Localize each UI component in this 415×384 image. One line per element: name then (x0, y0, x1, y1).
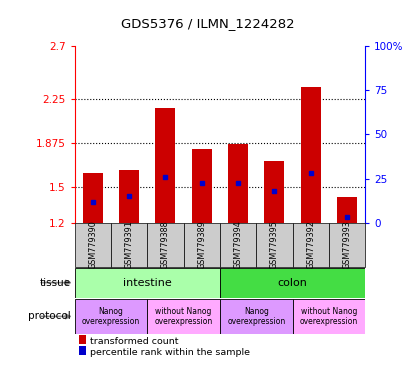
Bar (337, 197, 357, 223)
Bar (75, 299, 147, 334)
Bar (264, 162, 284, 223)
Text: GSM779394: GSM779394 (234, 220, 243, 269)
Bar (83, 173, 103, 223)
Text: GSM779392: GSM779392 (306, 220, 315, 269)
Bar (220, 268, 365, 298)
Bar (183, 223, 220, 267)
Bar (220, 299, 293, 334)
Bar (293, 223, 329, 267)
Bar (156, 109, 176, 223)
Bar (256, 223, 293, 267)
Bar (293, 299, 365, 334)
Text: GSM779389: GSM779389 (197, 220, 206, 269)
Text: colon: colon (278, 278, 308, 288)
Text: tissue: tissue (39, 278, 71, 288)
Text: percentile rank within the sample: percentile rank within the sample (90, 348, 251, 358)
Text: GSM779395: GSM779395 (270, 220, 279, 269)
Text: protocol: protocol (28, 311, 71, 321)
Bar (111, 223, 147, 267)
Bar (228, 144, 248, 223)
Bar (329, 223, 365, 267)
Text: intestine: intestine (123, 278, 172, 288)
Text: Nanog
overexpression: Nanog overexpression (82, 307, 140, 326)
Bar (75, 223, 111, 267)
Text: GSM779390: GSM779390 (88, 220, 98, 269)
Text: without Nanog
overexpression: without Nanog overexpression (300, 307, 358, 326)
Text: Nanog
overexpression: Nanog overexpression (227, 307, 286, 326)
Bar (75, 268, 220, 298)
Text: GSM779391: GSM779391 (124, 220, 134, 269)
Bar (147, 223, 183, 267)
Bar (147, 299, 220, 334)
Bar (119, 170, 139, 223)
Bar (301, 87, 321, 223)
Text: GDS5376 / ILMN_1224282: GDS5376 / ILMN_1224282 (121, 17, 294, 30)
Text: transformed count: transformed count (90, 337, 179, 346)
Text: without Nanog
overexpression: without Nanog overexpression (154, 307, 213, 326)
Text: GSM779393: GSM779393 (342, 220, 352, 269)
Bar (192, 149, 212, 223)
Bar (220, 223, 256, 267)
Text: GSM779388: GSM779388 (161, 220, 170, 269)
